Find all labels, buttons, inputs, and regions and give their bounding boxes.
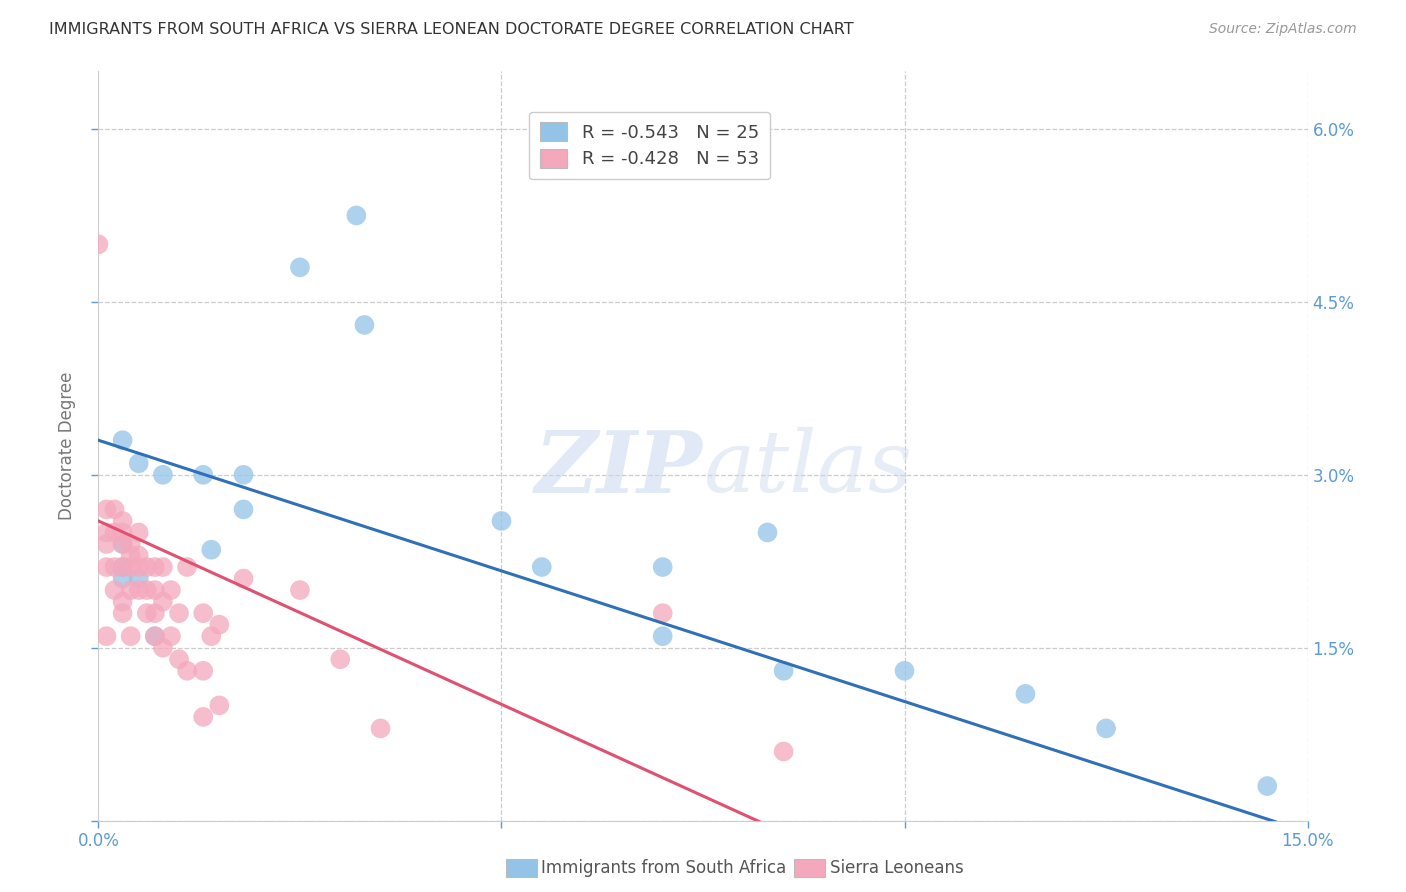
Point — [160, 583, 183, 598]
Point — [288, 260, 311, 275]
Point — [152, 594, 174, 608]
Point — [87, 237, 110, 252]
Point — [128, 572, 150, 586]
Legend: R = -0.543   N = 25, R = -0.428   N = 53: R = -0.543 N = 25, R = -0.428 N = 53 — [529, 112, 769, 179]
Point — [756, 525, 779, 540]
Point — [103, 502, 125, 516]
Point — [96, 502, 118, 516]
Point — [96, 537, 118, 551]
Point — [176, 664, 198, 678]
Point — [200, 542, 222, 557]
Point — [111, 514, 134, 528]
Point — [167, 606, 190, 620]
Point — [772, 664, 794, 678]
Text: IMMIGRANTS FROM SOUTH AFRICA VS SIERRA LEONEAN DOCTORATE DEGREE CORRELATION CHAR: IMMIGRANTS FROM SOUTH AFRICA VS SIERRA L… — [49, 22, 853, 37]
Point — [120, 549, 142, 563]
Point — [329, 652, 352, 666]
Point — [1014, 687, 1036, 701]
Point — [135, 606, 157, 620]
Point — [135, 560, 157, 574]
Point — [143, 560, 166, 574]
Point — [143, 629, 166, 643]
Point — [143, 583, 166, 598]
Point — [111, 537, 134, 551]
Point — [135, 583, 157, 598]
Point — [120, 560, 142, 574]
Point — [143, 606, 166, 620]
Text: ZIP: ZIP — [536, 426, 703, 510]
Text: Sierra Leoneans: Sierra Leoneans — [830, 859, 963, 877]
Point — [232, 467, 254, 482]
Point — [651, 606, 673, 620]
Point — [103, 525, 125, 540]
Point — [176, 560, 198, 574]
Point — [232, 572, 254, 586]
Point — [128, 560, 150, 574]
Point — [152, 640, 174, 655]
Point — [772, 744, 794, 758]
Point — [96, 525, 118, 540]
Text: atlas: atlas — [703, 427, 912, 510]
Point — [152, 560, 174, 574]
Point — [1095, 722, 1118, 736]
Point — [111, 560, 134, 574]
Point — [128, 525, 150, 540]
Point — [232, 502, 254, 516]
Point — [193, 467, 215, 482]
Point — [200, 629, 222, 643]
Point — [344, 209, 367, 223]
Point — [111, 537, 134, 551]
Point — [128, 549, 150, 563]
Text: Source: ZipAtlas.com: Source: ZipAtlas.com — [1209, 22, 1357, 37]
Point — [120, 583, 142, 598]
Point — [111, 572, 134, 586]
Point — [288, 583, 311, 598]
Point — [111, 525, 134, 540]
Point — [193, 664, 215, 678]
Point — [96, 629, 118, 643]
Point — [128, 583, 150, 598]
Point — [96, 560, 118, 574]
Point — [353, 318, 375, 332]
Point — [1256, 779, 1278, 793]
Point — [208, 617, 231, 632]
Point — [120, 537, 142, 551]
Point — [491, 514, 513, 528]
Point — [167, 652, 190, 666]
Point — [893, 664, 915, 678]
Point — [111, 594, 134, 608]
Y-axis label: Doctorate Degree: Doctorate Degree — [58, 372, 76, 520]
Point — [152, 467, 174, 482]
Point — [111, 560, 134, 574]
Point — [651, 560, 673, 574]
Point — [103, 583, 125, 598]
Point — [128, 456, 150, 470]
Point — [370, 722, 392, 736]
Point — [103, 560, 125, 574]
Text: Immigrants from South Africa: Immigrants from South Africa — [541, 859, 786, 877]
Point — [111, 606, 134, 620]
Point — [193, 710, 215, 724]
Point — [208, 698, 231, 713]
Point — [120, 629, 142, 643]
Point — [160, 629, 183, 643]
Point — [530, 560, 553, 574]
Point — [111, 434, 134, 448]
Point — [651, 629, 673, 643]
Point — [143, 629, 166, 643]
Point — [193, 606, 215, 620]
